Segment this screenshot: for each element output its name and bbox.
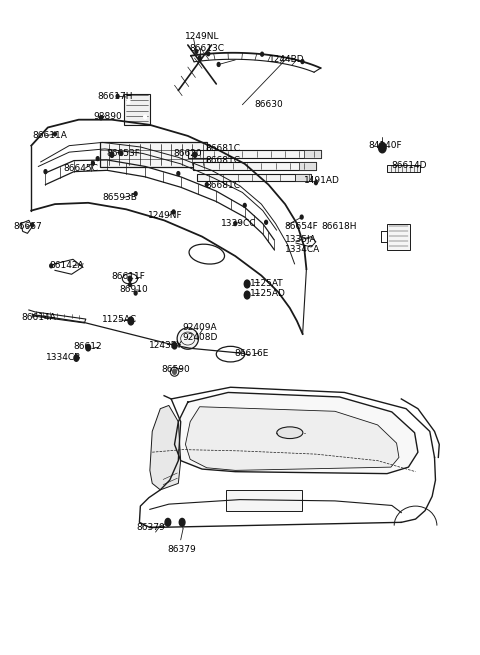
Circle shape [127,100,130,103]
Circle shape [120,151,123,155]
Bar [387,223,410,250]
Circle shape [129,283,132,287]
Text: 86645C: 86645C [63,164,98,173]
Text: 1243BY: 1243BY [149,341,183,350]
Text: 1125AC: 1125AC [102,315,138,324]
Circle shape [165,519,171,526]
Polygon shape [150,405,180,490]
Text: 86654F: 86654F [285,221,318,231]
Bar [300,162,316,170]
Text: 86618H: 86618H [322,221,357,231]
Text: 86614D: 86614D [392,160,427,170]
Circle shape [264,220,267,224]
Text: 1335JA: 1335JA [285,234,316,244]
Text: 1125AD: 1125AD [250,290,286,298]
Circle shape [144,115,146,119]
Circle shape [217,62,220,66]
Ellipse shape [177,328,199,349]
Circle shape [172,343,177,349]
Circle shape [128,317,134,325]
Text: 86617H: 86617H [97,92,133,102]
Circle shape [172,210,175,214]
Text: 86681C: 86681C [206,181,241,191]
Text: 1244BD: 1244BD [268,56,304,64]
Circle shape [179,519,185,526]
Circle shape [54,132,56,136]
Circle shape [314,181,317,185]
Polygon shape [185,407,399,470]
Text: 1339CC: 1339CC [221,219,256,228]
Text: 1334CB: 1334CB [46,353,81,362]
Circle shape [96,157,99,160]
Circle shape [86,345,91,351]
Circle shape [173,369,177,374]
Text: 92409A: 92409A [182,323,217,332]
Text: 1249NF: 1249NF [147,212,182,220]
Text: 84140F: 84140F [368,141,402,150]
Polygon shape [175,392,418,474]
Text: 86611F: 86611F [111,272,145,282]
Circle shape [74,355,79,362]
Text: 86620: 86620 [174,149,202,158]
Text: 86653F: 86653F [106,149,140,158]
Circle shape [300,215,303,219]
Circle shape [244,280,250,288]
Text: 98890: 98890 [94,112,122,121]
Circle shape [243,204,246,208]
Circle shape [261,52,264,56]
Text: 1334CA: 1334CA [285,245,320,254]
Text: 86612: 86612 [73,343,102,352]
Bar [304,150,321,158]
Text: 86590: 86590 [161,365,190,374]
Circle shape [134,192,137,196]
Circle shape [92,161,95,165]
Circle shape [134,291,137,295]
Circle shape [205,183,208,187]
Circle shape [128,276,132,282]
Bar [100,142,207,167]
Circle shape [198,56,201,60]
Circle shape [244,291,250,299]
Text: 86910: 86910 [120,286,148,294]
Text: 92408D: 92408D [182,333,217,343]
Circle shape [301,60,304,64]
Text: 86379: 86379 [137,523,165,532]
Text: 86681C: 86681C [206,156,241,165]
Circle shape [195,50,198,54]
Circle shape [234,221,237,225]
Bar [226,490,301,511]
Text: 86611A: 86611A [32,132,67,140]
Text: 86681C: 86681C [206,144,241,153]
Circle shape [44,170,47,174]
Circle shape [99,116,102,120]
Bar [192,162,316,170]
Circle shape [379,142,386,153]
Circle shape [31,223,34,227]
Text: 86379: 86379 [167,545,196,554]
Circle shape [110,152,114,157]
Text: 86593B: 86593B [102,193,137,202]
Text: 86667: 86667 [13,222,42,231]
Bar [124,94,150,125]
Text: 86630: 86630 [254,100,283,109]
Bar [295,174,311,181]
Text: 86616E: 86616E [234,349,269,358]
Bar [197,174,311,181]
Bar [188,150,321,158]
Text: 1125AT: 1125AT [250,279,283,288]
Bar [387,165,420,172]
Text: 86614A: 86614A [22,312,57,322]
Circle shape [50,264,53,268]
Circle shape [207,52,210,56]
Text: 1249NL: 1249NL [185,32,219,41]
Circle shape [177,172,180,176]
Ellipse shape [277,427,303,439]
Text: 86613C: 86613C [189,44,224,53]
Text: 86142A: 86142A [49,261,84,271]
Circle shape [116,94,119,98]
Circle shape [193,152,197,157]
Text: 1491AD: 1491AD [304,176,340,185]
